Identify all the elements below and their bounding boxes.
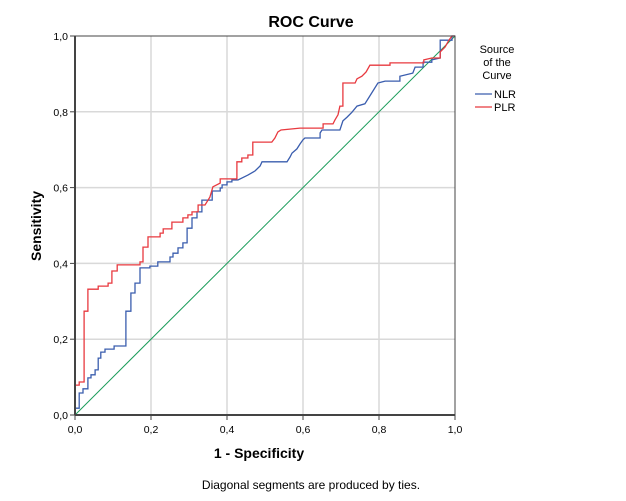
footnote: Diagonal segments are produced by ties. xyxy=(202,478,420,492)
legend-title-line: Curve xyxy=(482,70,511,82)
chart-title: ROC Curve xyxy=(268,14,353,31)
y-tick-label: 0,6 xyxy=(53,183,68,195)
x-tick-label: 0,0 xyxy=(68,424,83,436)
x-tick-label: 0,4 xyxy=(220,424,235,436)
y-axis-label: Sensitivity xyxy=(28,191,44,261)
series-line-plr xyxy=(74,35,455,415)
y-tick-label: 0,8 xyxy=(53,107,68,119)
x-tick-label: 1,0 xyxy=(448,424,463,436)
legend-title-line: Source xyxy=(480,44,515,56)
y-tick-label: 0,2 xyxy=(53,334,68,346)
series-layer xyxy=(74,35,456,416)
series-line-nlr xyxy=(74,35,455,415)
legend-title-line: of the xyxy=(483,57,511,69)
y-tick-label: 0,4 xyxy=(53,258,68,270)
x-axis-label: 1 - Specificity xyxy=(214,445,304,461)
ticks: 0,0 0,2 0,4 0,6 0,8 1,0 0,0 0,2 0,4 0,6 0,8 1,0 xyxy=(53,31,462,436)
y-tick-label: 1,0 xyxy=(53,31,68,43)
x-tick-label: 0,6 xyxy=(296,424,311,436)
grid-lines xyxy=(75,36,455,415)
axes xyxy=(74,35,456,416)
legend: Source of the Curve NLR PLR xyxy=(475,44,516,114)
legend-label-nlr: NLR xyxy=(494,89,516,101)
y-tick-label: 0,0 xyxy=(53,410,68,422)
x-tick-label: 0,2 xyxy=(144,424,159,436)
legend-label-plr: PLR xyxy=(494,102,515,114)
reference-line xyxy=(74,35,456,416)
x-tick-label: 0,8 xyxy=(372,424,387,436)
